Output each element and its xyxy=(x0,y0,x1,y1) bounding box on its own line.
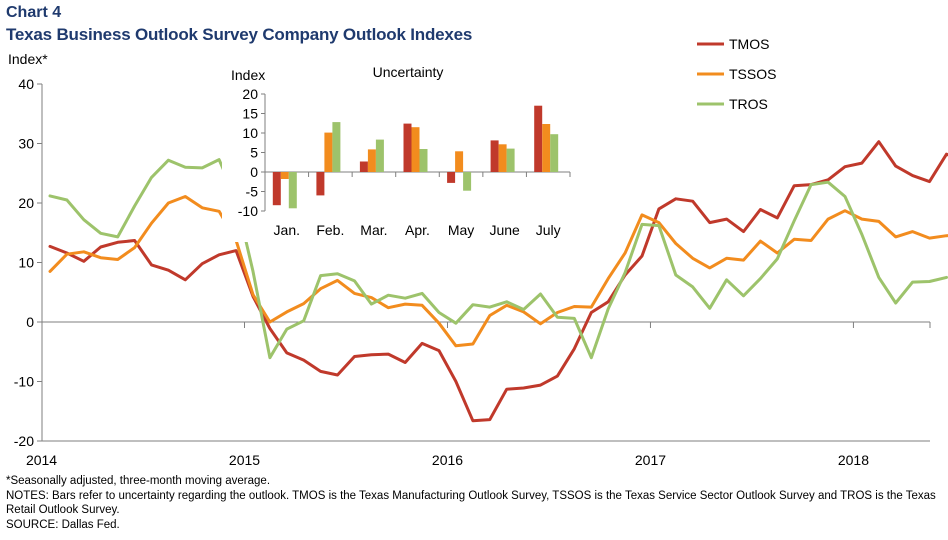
inset-bar-tros-feb xyxy=(332,122,341,172)
inset-x-tick-label: Jan. xyxy=(274,222,300,238)
inset-bar-tros-may xyxy=(463,172,472,191)
inset-bar-tmos-apr xyxy=(403,123,412,172)
inset-bar-tmos-jan xyxy=(272,172,281,206)
inset-y-tick-label: 15 xyxy=(242,106,258,122)
y-tick-label: 40 xyxy=(18,76,34,92)
x-tick-label: 2016 xyxy=(432,452,463,468)
inset-x-tick-label: June xyxy=(489,222,520,238)
x-tick-label: 2018 xyxy=(838,452,869,468)
inset-bar-tros-july xyxy=(550,134,559,172)
inset-bar-tmos-mar xyxy=(359,161,368,172)
inset-y-tick-label: 20 xyxy=(242,86,258,102)
inset-y-tick-label: -5 xyxy=(246,184,259,200)
inset-x-tick-label: July xyxy=(536,222,561,238)
x-tick-label: 2014 xyxy=(26,452,57,468)
source-text: SOURCE: Dallas Fed. xyxy=(6,518,120,531)
inset-background xyxy=(222,62,576,242)
inset-x-tick-label: Mar. xyxy=(360,222,387,238)
chart-title: Texas Business Outlook Survey Company Ou… xyxy=(6,25,473,44)
inset-bar-tssos-jan xyxy=(280,172,289,179)
inset-y-tick-label: -10 xyxy=(238,203,258,219)
inset-bar-tmos-feb xyxy=(316,172,325,196)
inset-bar-tssos-feb xyxy=(324,132,333,172)
inset-bar-tmos-may xyxy=(447,172,456,183)
inset-bar-tmos-june xyxy=(490,140,499,172)
inset-x-tick-label: May xyxy=(448,222,474,238)
inset-bar-tros-jan xyxy=(288,172,297,209)
inset-y-tick-label: 0 xyxy=(250,164,258,180)
inset-bar-tssos-june xyxy=(498,144,507,172)
inset-bar-tros-june xyxy=(506,148,515,172)
legend-label-tmos: TMOS xyxy=(729,36,769,52)
series-line-tssos xyxy=(48,195,948,348)
legend-label-tssos: TSSOS xyxy=(729,66,776,82)
y-tick-label: -20 xyxy=(14,433,34,449)
footnote: *Seasonally adjusted, three-month moving… xyxy=(6,475,271,487)
y-tick-label: 10 xyxy=(18,255,34,271)
inset-y-tick-label: 5 xyxy=(250,145,258,161)
y-tick-label: 20 xyxy=(18,195,34,211)
inset-bar-tros-mar xyxy=(375,139,384,172)
chart-number: Chart 4 xyxy=(6,4,62,21)
legend-label-tros: TROS xyxy=(729,96,768,112)
inset-bar-tmos-july xyxy=(534,105,543,172)
inset-bar-tssos-july xyxy=(542,124,551,172)
chart-notes: *Seasonally adjusted, three-month moving… xyxy=(6,474,936,532)
x-tick-label: 2017 xyxy=(635,452,666,468)
inset-bar-tssos-may xyxy=(455,151,464,172)
inset-x-tick-label: Feb. xyxy=(316,222,344,238)
y-axis-unit-label: Index* xyxy=(8,51,48,67)
x-tick-label: 2015 xyxy=(229,452,260,468)
main-legend: TMOS TSSOS TROS xyxy=(697,36,776,112)
inset-title: Uncertainty xyxy=(373,64,444,80)
y-tick-label: 30 xyxy=(18,136,34,152)
notes-text: NOTES: Bars refer to uncertainty regardi… xyxy=(6,489,936,517)
inset-bar-tros-apr xyxy=(419,149,428,172)
inset-uncertainty-chart: Index Uncertainty -10 -5 0 5 10 15 20 Jan. Feb. Mar… xyxy=(222,62,576,242)
main-series-lines xyxy=(48,140,948,423)
series-line-tros xyxy=(48,158,948,360)
inset-y-axis-label: Index xyxy=(231,67,265,83)
inset-y-tick-label: 10 xyxy=(242,125,258,141)
inset-bar-tssos-mar xyxy=(367,149,376,172)
y-tick-label: 0 xyxy=(26,314,34,330)
inset-x-tick-label: Apr. xyxy=(405,222,430,238)
y-tick-label: -10 xyxy=(14,374,34,390)
inset-bar-tssos-apr xyxy=(411,127,420,172)
